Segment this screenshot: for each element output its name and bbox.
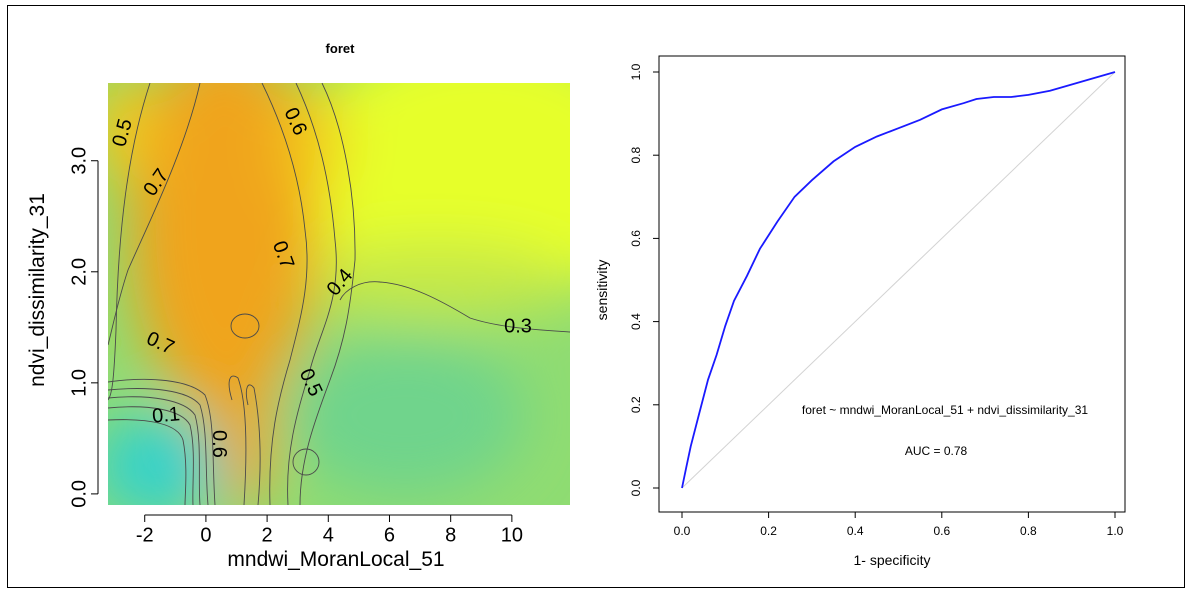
roc-formula-annotation: foret ~ mndwi_MoranLocal_51 + ndvi_dissi… [802,403,1088,417]
heatmap-contours [108,83,570,505]
roc-diagonal-line [681,71,1116,489]
heatmap-y-tick-label: 1.0 [68,369,90,397]
heatmap-surface [108,83,570,505]
roc-y-tick-label: 0.6 [629,230,643,247]
contour-line [228,375,247,505]
contour-line [108,406,194,505]
roc-plot-box [658,55,1126,513]
contour-line [108,378,216,505]
heatmap-y-tick-label: 2.0 [68,258,90,286]
contour-line [108,396,201,505]
heatmap-y-tick-label: 3.0 [68,147,90,175]
heatmap-x-tick-label: 0 [200,524,211,546]
heatmap-x-tick-label: 6 [384,524,395,546]
roc-y-tick-label: 0.0 [629,479,643,496]
roc-y-tick-label: 1.0 [629,63,643,80]
roc-x-tick-label: 0.8 [1020,524,1037,538]
heatmap-title: foret [326,41,356,56]
roc-x-tick-label: 0.4 [847,524,864,538]
heatmap-x-tick-label: 4 [323,524,334,546]
heatmap-x-axis-label: mndwi_MoranLocal_51 [227,548,444,571]
roc-y-tick-label: 0.8 [629,147,643,164]
roc-x-tick-label: 0.0 [674,524,691,538]
contour-line [108,83,151,401]
contour-line [108,388,209,505]
heatmap-y-axis-label: ndvi_dissimilarity_31 [26,193,49,387]
roc-x-tick-label: 0.6 [933,524,950,538]
roc-axes: 0.0 0.0 0.2 0.2 0.4 0.4 0.6 0.6 0.8 0.8 1.0 1.0 [629,63,1123,538]
heatmap-axes: -2 0 2 4 6 8 10 0.0 1.0 2.0 3.0 [68,147,523,546]
contour-line [339,281,570,333]
contour-island [292,448,320,476]
contour-line [261,83,308,505]
contour-label: 0.1 [151,403,181,427]
heatmap-x-tick-label: 10 [501,524,523,546]
heatmap-x-tick-label: 8 [445,524,456,546]
heatmap-x-tick-label: 2 [262,524,273,546]
contour-line [108,83,201,346]
contour-line [245,384,261,505]
contour-label: 0.6 [208,430,230,458]
contour-line [287,83,337,505]
contour-label: 0.3 [504,316,532,338]
roc-x-tick-label: 0.2 [760,524,777,538]
roc-curve [681,71,1116,489]
roc-y-tick-label: 0.2 [629,396,643,413]
roc-y-axis-label: sensitivity [594,260,610,321]
heatmap-x-tick-label: -2 [136,524,154,546]
heatmap-y-tick-label: 0.0 [68,480,90,508]
contour-line [299,83,356,505]
roc-x-axis-label: 1- specificity [853,552,930,568]
roc-x-tick-label: 1.0 [1107,524,1124,538]
roc-y-tick-label: 0.4 [629,313,643,330]
heatmap-contour-labels: 0.5 0.60.70.70.40.30.70.50.10.6 [108,104,532,458]
roc-auc-annotation: AUC = 0.78 [905,444,968,458]
contour-island [230,313,260,339]
contour-line [108,419,187,505]
